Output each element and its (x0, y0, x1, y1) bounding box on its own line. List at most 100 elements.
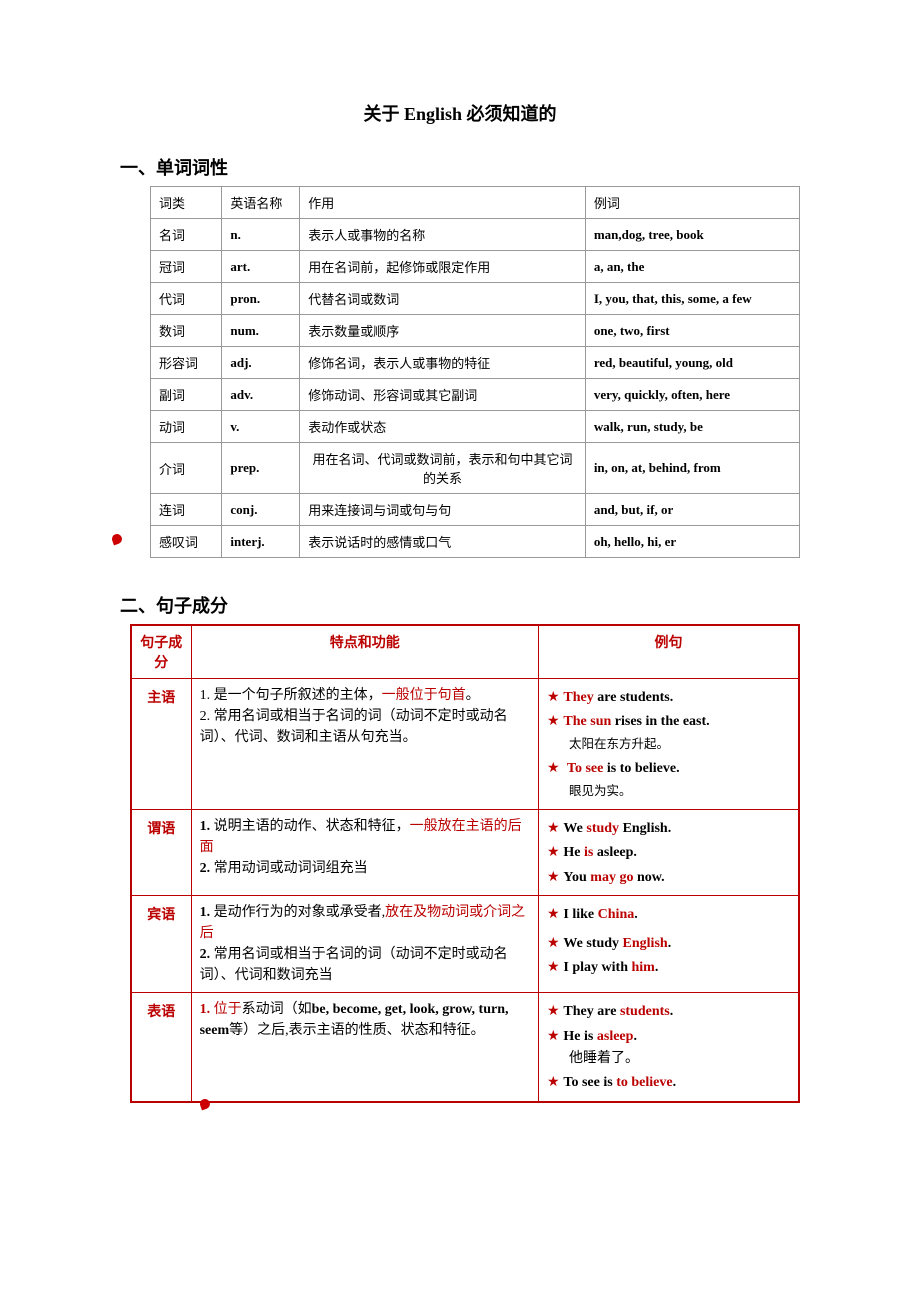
text: 系动词（如 (242, 1002, 312, 1017)
cell: prep. (222, 443, 300, 494)
cell: pron. (222, 283, 300, 315)
highlight-text: They (563, 690, 593, 705)
table-row: 形容词adj.修饰名词，表示人或事物的特征red, beautiful, you… (151, 347, 800, 379)
cell: 表动作或状态 (300, 411, 586, 443)
text: 1. (200, 819, 211, 834)
cell: in, on, at, behind, from (585, 443, 799, 494)
cell: adj. (222, 347, 300, 379)
text: asleep. (593, 845, 637, 860)
col-head: 作用 (300, 187, 586, 219)
feature-cell: 1. 说明主语的动作、状态和特征，一般放在主语的后面 2. 常用动词或动词词组充… (191, 809, 538, 895)
highlight-text: 位于 (214, 1002, 242, 1017)
cell: art. (222, 251, 300, 283)
example-cell: ★ We study English. ★ He is asleep. ★ Yo… (538, 809, 799, 895)
text: 2. (200, 861, 211, 876)
section-1-heading: 一、单词词性 (120, 154, 800, 180)
text: 2. 常用名词或相当于名词的词（动词不定时或动名词）、代词、数词和主语从句充当。 (200, 709, 508, 745)
feature-cell: 1. 位于系动词（如be, become, get, look, grow, t… (191, 993, 538, 1102)
text: . (634, 907, 638, 922)
cell: 修饰名词，表示人或事物的特征 (300, 347, 586, 379)
cell: 代词 (151, 283, 222, 315)
text: We (563, 821, 586, 836)
cell: 表示说话时的感情或口气 (300, 526, 586, 558)
title-prefix: 关于 (363, 104, 404, 124)
col-head: 例句 (538, 625, 799, 679)
highlight-text: English (623, 936, 668, 951)
star-icon: ★ (547, 1027, 563, 1043)
cell: oh, hello, hi, er (585, 526, 799, 558)
star-icon: ★ (547, 1073, 563, 1089)
text: He (563, 845, 584, 860)
text: 常用名词或相当于名词的词（动词不定时或动名词）、代词和数词充当 (200, 947, 508, 983)
text: English. (619, 821, 671, 836)
cell: 名词 (151, 219, 222, 251)
cell: 表示人或事物的名称 (300, 219, 586, 251)
cell: 数词 (151, 315, 222, 347)
row-predicative: 表语 1. 位于系动词（如be, become, get, look, grow… (131, 993, 799, 1102)
translation-text: 眼见为实。 (547, 784, 632, 798)
example-cell: ★ They are students. ★ He is asleep. 他睡着… (538, 993, 799, 1102)
table-row: 副词adv.修饰动词、形容词或其它副词very, quickly, often,… (151, 379, 800, 411)
text: . (655, 960, 659, 975)
text: I like (563, 907, 597, 922)
cell: I, you, that, this, some, a few (585, 283, 799, 315)
highlight-text: 一般位于句首 (382, 688, 466, 703)
highlight-text: study (586, 821, 619, 836)
text: is to believe. (603, 761, 679, 776)
cell: very, quickly, often, here (585, 379, 799, 411)
cell: 用在名词、代词或数词前，表示和句中其它词的关系 (300, 443, 586, 494)
cell: 修饰动词、形容词或其它副词 (300, 379, 586, 411)
cell: 用在名词前，起修饰或限定作用 (300, 251, 586, 283)
text: 常用动词或动词词组充当 (210, 861, 368, 876)
cell: num. (222, 315, 300, 347)
cell: n. (222, 219, 300, 251)
cell: red, beautiful, young, old (585, 347, 799, 379)
cell: adv. (222, 379, 300, 411)
text: now. (633, 870, 664, 885)
text: 1. (200, 905, 211, 920)
highlight-text: is (584, 845, 593, 860)
cell: walk, run, study, be (585, 411, 799, 443)
text: You (563, 870, 590, 885)
text: . (673, 1075, 677, 1090)
parts-of-speech-table: 词类 英语名称 作用 例词 名词n.表示人或事物的名称man,dog, tree… (150, 186, 800, 558)
highlight-text: may go (590, 870, 633, 885)
sentence-elements-table: 句子成分 特点和功能 例句 主语 1. 是一个句子所叙述的主体，一般位于句首。 … (130, 624, 800, 1103)
text: are students. (594, 690, 673, 705)
star-icon: ★ (547, 958, 563, 974)
row-object: 宾语 1. 是动作行为的对象或承受者,放在及物动词或介词之后 2. 常用名词或相… (131, 896, 799, 993)
star-icon: ★ (547, 843, 563, 859)
cell: 动词 (151, 411, 222, 443)
row-predicate: 谓语 1. 说明主语的动作、状态和特征，一般放在主语的后面 2. 常用动词或动词… (131, 809, 799, 895)
document-title: 关于 English 必须知道的 (120, 100, 800, 126)
text: 1. (200, 1002, 211, 1017)
row-label: 谓语 (131, 809, 191, 895)
text: . (633, 1029, 637, 1044)
text: 说明主语的动作、状态和特征， (210, 819, 410, 834)
translation-text: 他睡着了。 (547, 1051, 639, 1066)
cell: conj. (222, 494, 300, 526)
text: . (670, 1004, 674, 1019)
highlight-text: China (598, 907, 635, 922)
cell: 形容词 (151, 347, 222, 379)
section-2-heading: 二、句子成分 (120, 592, 800, 618)
highlight-text: The sun (563, 714, 611, 729)
table-row: 介词prep.用在名词、代词或数词前，表示和句中其它词的关系in, on, at… (151, 443, 800, 494)
col-head: 词类 (151, 187, 222, 219)
col-head: 例词 (585, 187, 799, 219)
text: He is (563, 1029, 596, 1044)
row-label: 主语 (131, 679, 191, 810)
cell: interj. (222, 526, 300, 558)
row-label: 宾语 (131, 896, 191, 993)
cell: and, but, if, or (585, 494, 799, 526)
title-suffix: 必须知道的 (462, 104, 557, 124)
table-row: 动词v.表动作或状态walk, run, study, be (151, 411, 800, 443)
highlight-text: him (632, 960, 655, 975)
table-header-row: 词类 英语名称 作用 例词 (151, 187, 800, 219)
translation-text: 太阳在东方升起。 (547, 737, 669, 751)
cell: 冠词 (151, 251, 222, 283)
cell: 连词 (151, 494, 222, 526)
highlight-text: To see (567, 761, 603, 776)
col-head: 特点和功能 (191, 625, 538, 679)
highlight-text: to believe (616, 1075, 672, 1090)
